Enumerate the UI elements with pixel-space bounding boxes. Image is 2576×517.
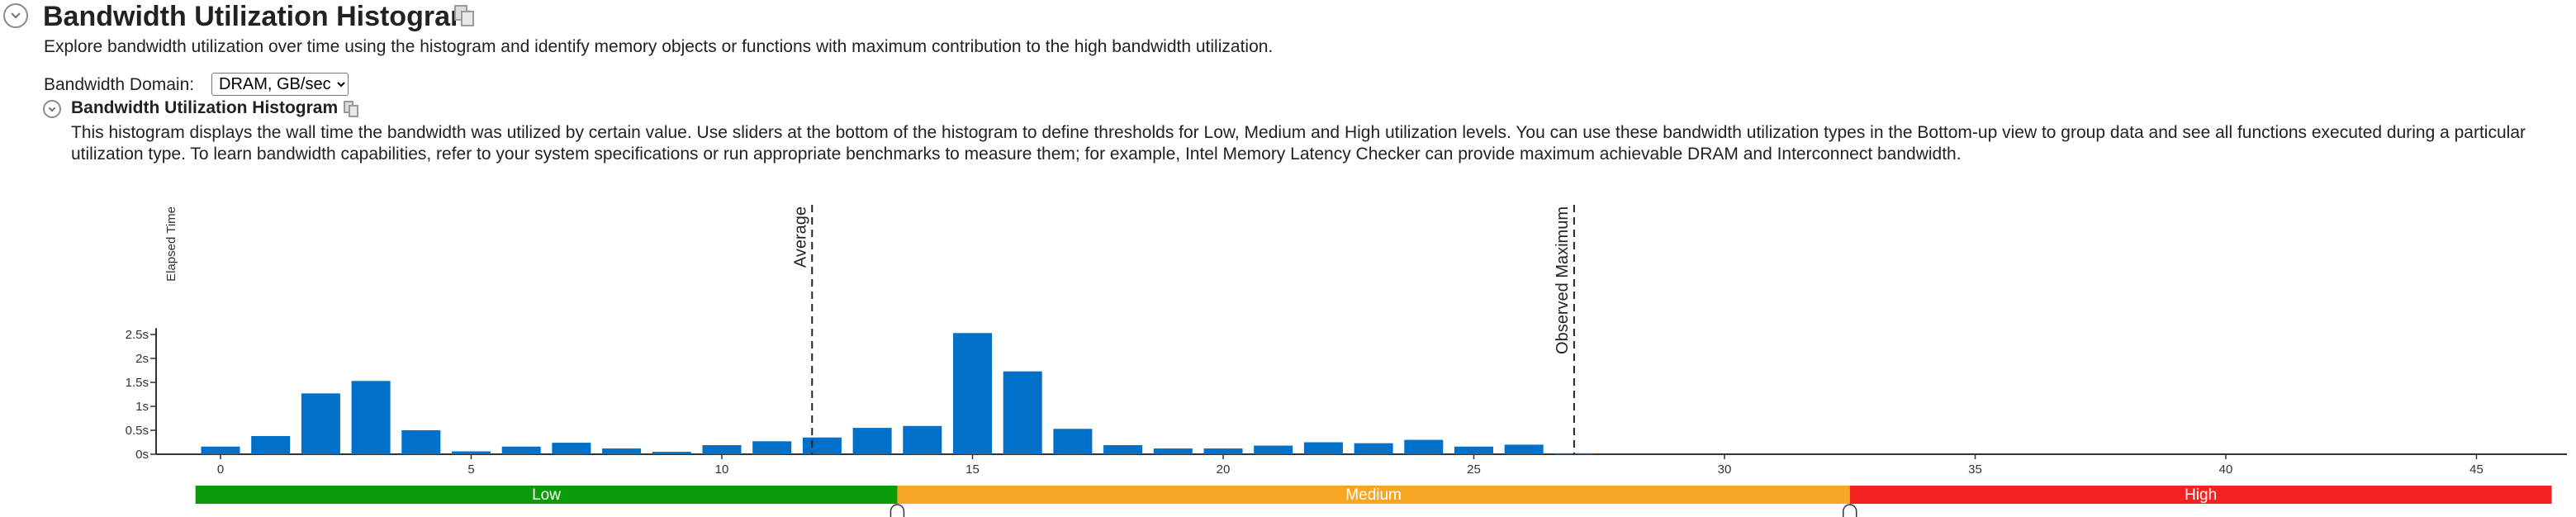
- histogram-bar[interactable]: [953, 333, 992, 454]
- y-tick-label: 1.5s: [126, 376, 149, 390]
- histogram-bar[interactable]: [1203, 448, 1243, 454]
- histogram-bar[interactable]: [752, 441, 792, 454]
- histogram-bar[interactable]: [1153, 448, 1193, 454]
- x-tick-label: 30: [1718, 462, 1732, 477]
- utilization-zone-medium[interactable]: [897, 486, 1850, 504]
- histogram-bar[interactable]: [251, 435, 291, 454]
- bandwidth-domain-label: Bandwidth Domain:: [44, 75, 195, 94]
- section-title: Bandwidth Utilization Histogram: [71, 98, 339, 117]
- utilization-zone-low[interactable]: [195, 486, 898, 504]
- x-tick-label: 35: [1968, 462, 1982, 477]
- histogram-bar[interactable]: [201, 446, 240, 454]
- x-tick-label: 45: [2469, 462, 2483, 477]
- histogram-bar[interactable]: [652, 452, 691, 454]
- utilization-zone-high[interactable]: [1849, 486, 2552, 504]
- x-tick-label: 25: [1467, 462, 1481, 477]
- histogram-bar[interactable]: [1103, 444, 1143, 454]
- page-title: Bandwidth Utilization Histogram: [43, 1, 476, 32]
- y-tick-label: 2s: [135, 352, 149, 366]
- histogram-bar[interactable]: [1354, 443, 1393, 454]
- histogram-bar[interactable]: [602, 448, 642, 454]
- x-tick-label: 0: [217, 462, 224, 477]
- y-tick-label: 1s: [135, 400, 149, 414]
- threshold-slider-handle[interactable]: [1843, 504, 1857, 517]
- histogram-bar[interactable]: [1504, 444, 1544, 454]
- histogram-bar[interactable]: [702, 444, 742, 454]
- y-tick-label: 0.5s: [126, 424, 149, 438]
- histogram-bar[interactable]: [1003, 371, 1042, 454]
- section-collapse-icon[interactable]: [43, 100, 61, 118]
- utilization-zone-label: Low: [532, 486, 561, 504]
- histogram-bar[interactable]: [852, 428, 892, 454]
- page-description: Explore bandwidth utilization over time …: [44, 37, 1274, 56]
- y-axis-label: Elapsed Time: [164, 206, 178, 282]
- threshold-slider-handle[interactable]: [890, 504, 905, 517]
- histogram-bar[interactable]: [1303, 442, 1343, 455]
- histogram-bar[interactable]: [552, 443, 591, 454]
- histogram-bar[interactable]: [351, 381, 391, 454]
- histogram-bar[interactable]: [301, 393, 340, 454]
- marker-label: Average: [791, 206, 809, 268]
- histogram-bar[interactable]: [1254, 445, 1293, 454]
- x-tick-label: 5: [467, 462, 474, 477]
- y-tick-label: 0s: [135, 448, 149, 462]
- bandwidth-domain-select[interactable]: DRAM, GB/sec: [211, 73, 349, 96]
- histogram-bar[interactable]: [501, 446, 541, 454]
- histogram-bar[interactable]: [802, 437, 842, 454]
- x-tick-label: 15: [965, 462, 980, 477]
- copy-icon[interactable]: [454, 5, 474, 27]
- y-tick-label: 2.5s: [126, 328, 149, 342]
- collapse-icon[interactable]: [3, 3, 28, 28]
- histogram-bar[interactable]: [1454, 446, 1493, 454]
- marker-label: Observed Maximum: [1554, 206, 1572, 354]
- histogram-bar[interactable]: [401, 430, 441, 454]
- x-tick-label: 20: [1217, 462, 1231, 477]
- utilization-zone-label: Medium: [1345, 486, 1402, 504]
- x-tick-label: 10: [715, 462, 729, 477]
- histogram-bar[interactable]: [1404, 439, 1444, 454]
- histogram-bar[interactable]: [903, 425, 942, 454]
- section-copy-icon[interactable]: [344, 101, 358, 118]
- section-description: This histogram displays the wall time th…: [71, 123, 2526, 164]
- utilization-zone-label: High: [2185, 486, 2217, 504]
- x-tick-label: 40: [2219, 462, 2233, 477]
- histogram-bar[interactable]: [452, 451, 491, 454]
- histogram-bar[interactable]: [1053, 429, 1093, 454]
